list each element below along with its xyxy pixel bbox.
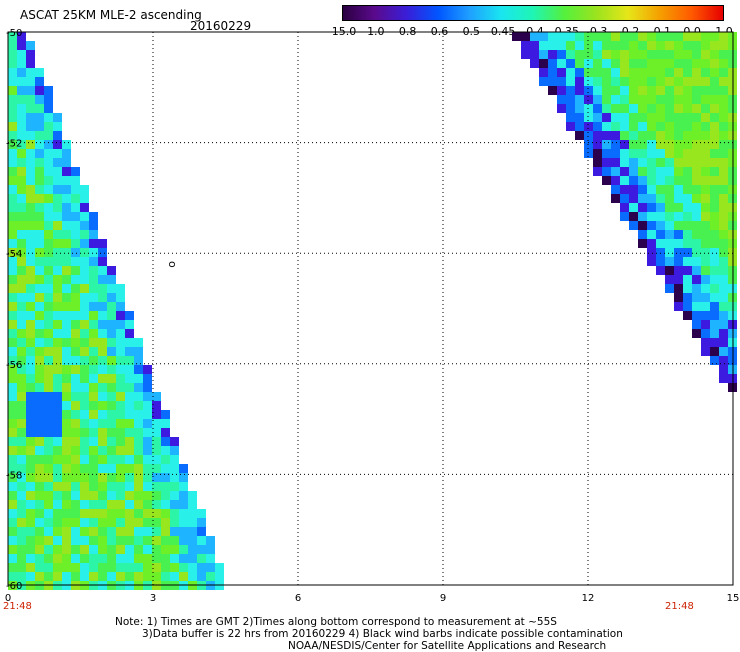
- lon-label: 6: [295, 593, 301, 604]
- footer-note-3: NOAA/NESDIS/Center for Satellite Applica…: [288, 640, 607, 652]
- lat-label: -58: [6, 470, 22, 481]
- lon-label: 12: [582, 593, 595, 604]
- time-right: 21:48: [665, 601, 694, 610]
- lat-label: -50: [6, 28, 22, 39]
- colorbar: [342, 5, 724, 21]
- swath-cells: [8, 32, 737, 590]
- lat-label: -60: [6, 581, 22, 592]
- time-left: 21:48: [3, 601, 32, 610]
- lat-label: -52: [6, 139, 22, 150]
- map-date: 20160229: [190, 19, 252, 33]
- lon-label: 0: [5, 593, 11, 604]
- footer-note-1: Note: 1) Times are GMT 2)Times along bot…: [115, 616, 557, 628]
- lon-label: 9: [440, 593, 446, 604]
- lat-label: -56: [6, 360, 22, 371]
- lon-label: 3: [150, 593, 156, 604]
- marker-symbol: o: [166, 261, 179, 268]
- lon-label: 15: [727, 593, 740, 604]
- footer-note-2: 3)Data buffer is 22 hrs from 20160229 4)…: [142, 628, 623, 640]
- lat-label: -54: [6, 249, 22, 260]
- map-frame: [7, 31, 734, 586]
- swath-map: -50 -52 -54 -56 -58 -600 3 6 9 12 15 21:48 21:48 o: [3, 28, 740, 610]
- map-title: ASCAT 25KM MLE-2 ascending: [20, 8, 202, 22]
